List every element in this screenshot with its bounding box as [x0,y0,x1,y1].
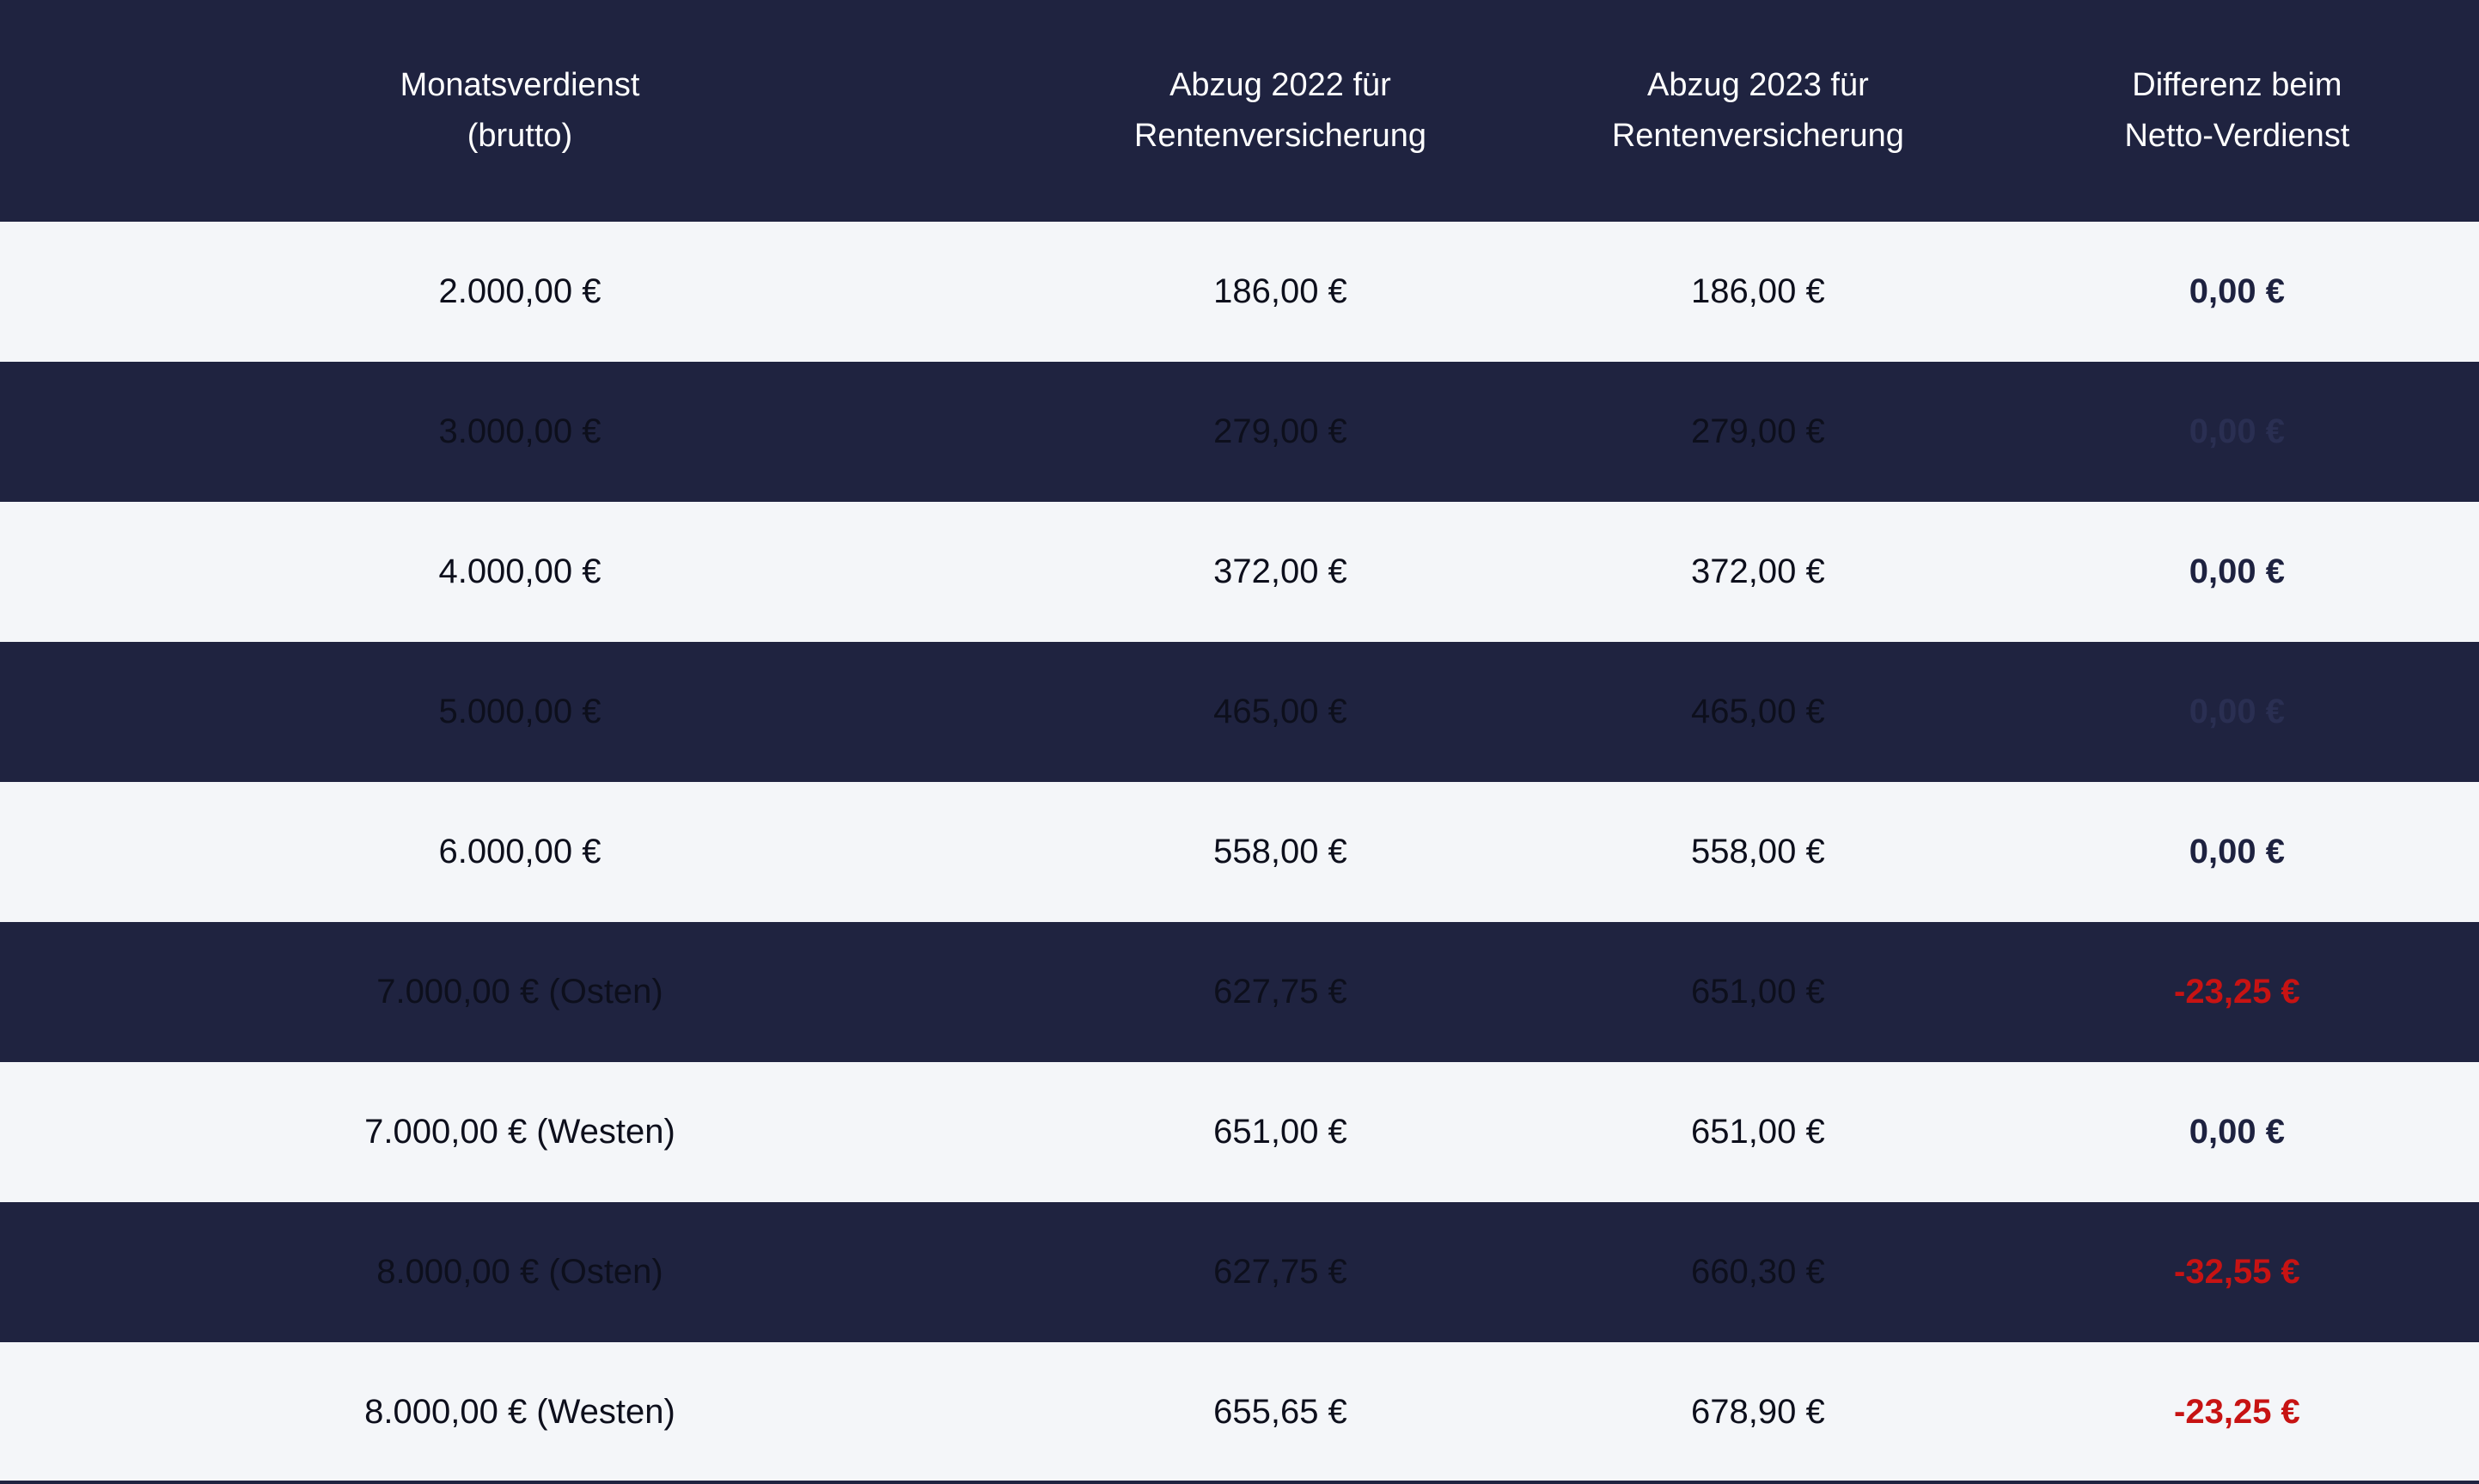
cell-abzug-2023: 678,90 € [1691,1393,1825,1431]
table-row: 3.000,00 € 279,00 € 279,00 € 0,00 € [0,362,2479,502]
cell-abzug-2022: 186,00 € [1213,272,1347,310]
column-header-abzug-2023: Abzug 2023 für Rentenversicherung [1520,0,1995,222]
cell-abzug-2022: 655,65 € [1213,1393,1347,1431]
cell-brutto: 4.000,00 € [438,553,601,590]
cell-differenz: 0,00 € [2189,833,2286,870]
column-header-differenz: Differenz beim Netto-Verdienst [1994,0,2479,222]
cell-differenz: -32,55 € [2174,1253,2300,1291]
cell-abzug-2023: 279,00 € [1691,412,1825,450]
next-row-edge-strip [0,1481,2479,1484]
cell-brutto: 8.000,00 € (Osten) [376,1253,663,1291]
cell-differenz: -23,25 € [2174,973,2300,1011]
table-row: 6.000,00 € 558,00 € 558,00 € 0,00 € [0,782,2479,922]
cell-abzug-2023: 558,00 € [1691,833,1825,870]
cell-abzug-2023: 660,30 € [1691,1253,1825,1291]
cell-brutto: 8.000,00 € (Westen) [364,1393,675,1431]
cell-abzug-2023: 372,00 € [1691,553,1825,590]
table-row: 8.000,00 € (Westen) 655,65 € 678,90 € -23,2… [0,1342,2479,1482]
cell-differenz: -23,25 € [2174,1393,2300,1431]
column-header-abzug-2022: Abzug 2022 für Rentenversicherung [1039,0,1521,222]
cell-differenz: 0,00 € [2189,412,2286,450]
table-row: 7.000,00 € (Westen) 651,00 € 651,00 € 0,00 … [0,1062,2479,1202]
cell-abzug-2022: 627,75 € [1213,973,1347,1011]
table-row: 4.000,00 € 372,00 € 372,00 € 0,00 € [0,502,2479,642]
cell-abzug-2023: 465,00 € [1691,693,1825,730]
column-header-monatsverdienst: Monatsverdienst (brutto) [0,0,1040,222]
cell-differenz: 0,00 € [2189,693,2286,730]
table-header-row: Monatsverdienst (brutto) Abzug 2022 für R… [0,0,2479,222]
cell-abzug-2022: 651,00 € [1213,1113,1347,1151]
cell-brutto: 7.000,00 € (Westen) [364,1113,675,1151]
cell-abzug-2022: 627,75 € [1213,1253,1347,1291]
cell-abzug-2022: 372,00 € [1213,553,1347,590]
cell-abzug-2022: 279,00 € [1213,412,1347,450]
table-row: 7.000,00 € (Osten) 627,75 € 651,00 € -23,25… [0,922,2479,1062]
table-row: 2.000,00 € 186,00 € 186,00 € 0,00 € [0,222,2479,362]
cell-abzug-2023: 651,00 € [1691,1113,1825,1151]
cell-differenz: 0,00 € [2189,1113,2286,1151]
cell-abzug-2023: 651,00 € [1691,973,1825,1011]
cell-brutto: 2.000,00 € [438,272,601,310]
table-row: 8.000,00 € (Osten) 627,75 € 660,30 € -32,55… [0,1202,2479,1342]
table-row: 5.000,00 € 465,00 € 465,00 € 0,00 € [0,642,2479,782]
cell-brutto: 5.000,00 € [438,693,601,730]
cell-differenz: 0,00 € [2189,553,2286,590]
cell-brutto: 6.000,00 € [438,833,601,870]
cell-abzug-2023: 186,00 € [1691,272,1825,310]
cell-differenz: 0,00 € [2189,272,2286,310]
cell-brutto: 3.000,00 € [438,412,601,450]
cell-brutto: 7.000,00 € (Osten) [376,973,663,1011]
cell-abzug-2022: 558,00 € [1213,833,1347,870]
cell-abzug-2022: 465,00 € [1213,693,1347,730]
